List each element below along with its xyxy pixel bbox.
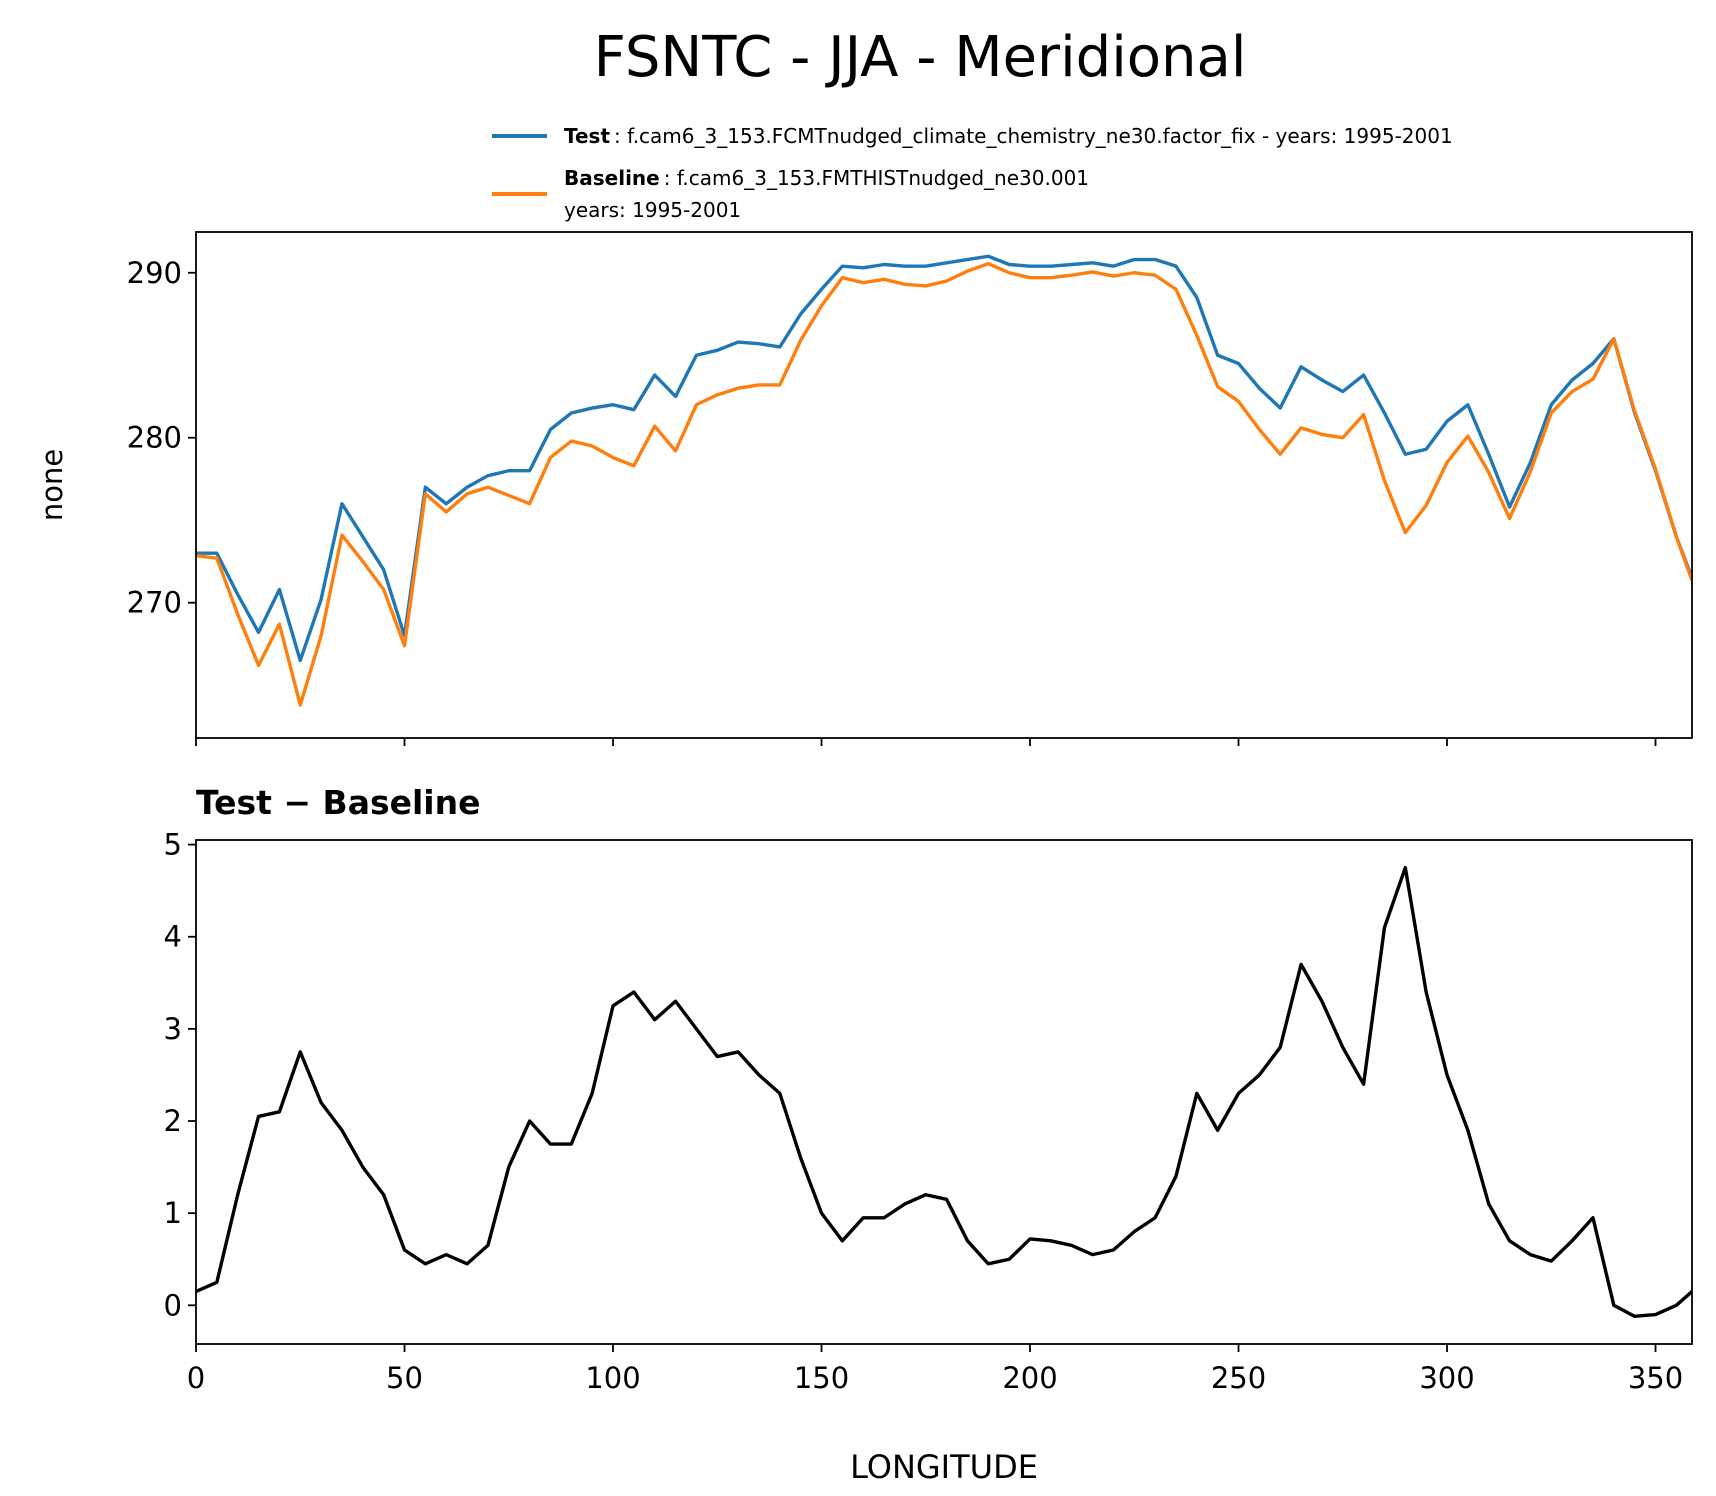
subplot-title: Test − Baseline [196,783,481,822]
y-tick-label: 290 [127,256,182,290]
legend-name: Test [564,124,610,148]
plot-area [196,865,1692,1319]
x-tick-label: 0 [187,1361,205,1395]
x-tick-label: 200 [1002,1361,1057,1395]
y-tick-label: 1 [164,1196,182,1230]
x-tick-label: 350 [1628,1361,1683,1395]
data-line [196,254,1692,663]
y-axis-label: none [35,449,69,521]
figure-title: FSNTC - JJA - Meridional [594,25,1247,90]
x-tick-label: 300 [1419,1361,1474,1395]
y-tick-label: 270 [127,586,182,620]
data-line [196,865,1692,1319]
axes-frame [195,231,1693,739]
y-tick-label: 280 [127,421,182,455]
plot-area [196,254,1692,707]
y-tick-label: 3 [164,1012,182,1046]
axes-frame [195,839,1693,1345]
x-axis-label: LONGITUDE [850,1448,1038,1486]
y-tick-label: 0 [164,1288,182,1322]
x-tick-label: 50 [386,1361,423,1395]
y-tick-label: 5 [164,828,182,862]
legend-text: years: 1995-2001 [564,198,741,222]
y-tick-label: 2 [164,1104,182,1138]
data-line [196,261,1692,707]
legend-text: : f.cam6_3_153.FCMTnudged_climate_chemis… [614,124,1453,148]
legend-name: Baseline [564,166,660,190]
legend-text: : f.cam6_3_153.FMTHISTnudged_ne30.001 [664,166,1089,190]
y-tick-label: 4 [164,920,182,954]
x-tick-label: 100 [585,1361,640,1395]
x-tick-label: 150 [794,1361,849,1395]
x-tick-label: 250 [1211,1361,1266,1395]
